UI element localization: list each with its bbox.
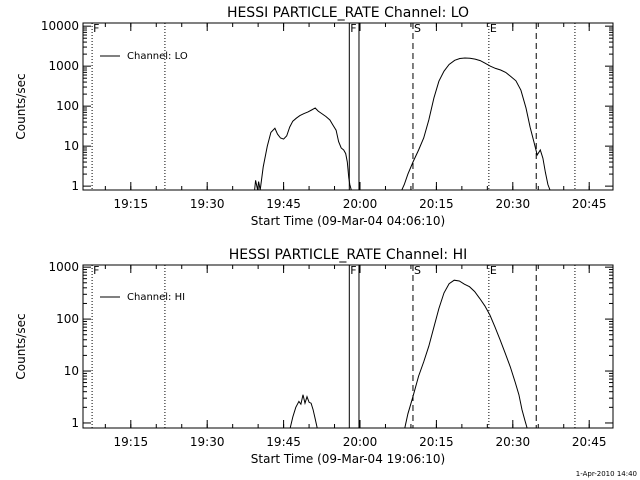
y-axis-title: Counts/sec xyxy=(14,313,28,379)
y-tick-label: 100 xyxy=(56,99,79,113)
y-tick-label: 10000 xyxy=(41,19,79,33)
event-marker-letter: E xyxy=(490,264,497,277)
x-tick-label: 19:30 xyxy=(190,197,225,211)
x-tick-label: 19:30 xyxy=(190,435,225,449)
x-tick-label: 19:45 xyxy=(266,197,301,211)
series-line xyxy=(401,57,551,190)
legend-label: Channel: HI xyxy=(127,292,185,303)
y-tick-label: 10 xyxy=(64,364,79,378)
x-tick-label: 19:15 xyxy=(114,435,149,449)
y-tick-label: 1 xyxy=(71,179,79,193)
event-marker-letter: S xyxy=(414,22,421,35)
event-marker-letter: F xyxy=(93,22,99,35)
chart-panel-0: HESSI PARTICLE_RATE Channel: LO 19:15 19:3… xyxy=(14,5,614,228)
marker-group xyxy=(91,265,576,428)
x-tick-label: 20:45 xyxy=(572,197,607,211)
event-marker-letter: F xyxy=(93,264,99,277)
x-tick-label: 20:00 xyxy=(343,435,378,449)
y-tick-label: 1000 xyxy=(48,59,79,73)
y-tick-label: 1000 xyxy=(48,260,79,274)
footer-timestamp: 1-Apr-2010 14:40 xyxy=(576,470,637,478)
legend-label: Channel: LO xyxy=(127,51,188,62)
x-tick-label: 20:45 xyxy=(572,435,607,449)
x-axis-title: Start Time (09-Mar-04 19:06:10) xyxy=(251,452,445,466)
series-group xyxy=(254,57,551,190)
y-tick-label: 100 xyxy=(56,312,79,326)
x-axis-title: Start Time (09-Mar-04 04:06:10) xyxy=(251,214,445,228)
x-tick-label: 19:15 xyxy=(114,197,149,211)
x-tick-label: 20:15 xyxy=(419,435,454,449)
marker-group xyxy=(91,23,576,190)
event-marker-letter: F xyxy=(350,264,356,277)
x-tick-label: 20:15 xyxy=(419,197,454,211)
chart-title: HESSI PARTICLE_RATE Channel: LO xyxy=(227,5,469,21)
y-tick-label: 1 xyxy=(71,416,79,430)
event-marker-letter: E xyxy=(490,22,497,35)
y-tick-label: 10 xyxy=(64,139,79,153)
chart-title: HESSI PARTICLE_RATE Channel: HI xyxy=(229,247,467,263)
y-axis-title: Counts/sec xyxy=(14,73,28,139)
chart-panel-1: HESSI PARTICLE_RATE Channel: HI 19:15 19:3… xyxy=(14,247,614,466)
series-line xyxy=(254,107,352,190)
x-tick-label: 20:30 xyxy=(496,435,531,449)
series-line xyxy=(289,394,318,428)
series-line xyxy=(404,279,528,428)
series-group xyxy=(289,279,528,428)
plot-frame xyxy=(82,264,614,429)
event-marker-letter: S xyxy=(414,264,421,277)
x-tick-label: 19:45 xyxy=(266,435,301,449)
x-tick-label: 20:30 xyxy=(496,197,531,211)
x-tick-label: 20:00 xyxy=(343,197,378,211)
event-marker-letter: F xyxy=(350,22,356,35)
